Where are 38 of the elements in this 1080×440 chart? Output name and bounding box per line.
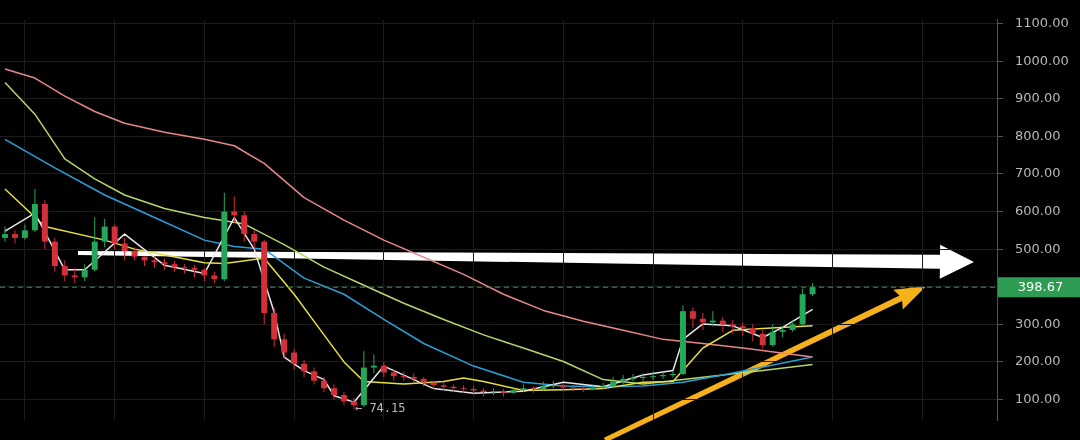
candlestick xyxy=(400,370,407,382)
candlestick xyxy=(370,353,377,374)
candlestick xyxy=(530,385,537,394)
y-tick-label: 1100.00 xyxy=(1015,14,1069,30)
y-tick-label: 100.00 xyxy=(1015,390,1061,406)
candlestick xyxy=(281,333,288,359)
y-tick-label: 700.00 xyxy=(1015,165,1061,181)
y-tick-label: 500.00 xyxy=(1015,240,1061,256)
candlestick xyxy=(121,237,128,261)
candlestick xyxy=(101,218,108,248)
candlestick xyxy=(650,370,657,381)
candlestick xyxy=(241,211,248,243)
candlestick xyxy=(111,224,118,250)
candlestick xyxy=(251,229,258,250)
y-tick-label: 200.00 xyxy=(1015,353,1061,369)
candlestick xyxy=(350,397,357,410)
candlestick xyxy=(181,263,188,275)
candlestick xyxy=(759,329,766,350)
y-tick-label: 300.00 xyxy=(1015,315,1061,331)
annotation: ← 74.15 xyxy=(354,401,406,416)
y-tick-label: 1000.00 xyxy=(1015,52,1069,68)
candlestick xyxy=(1,226,8,243)
y-tick-label: 600.00 xyxy=(1015,202,1061,218)
candlestick xyxy=(61,259,68,282)
candlestick xyxy=(331,383,337,401)
y-tick-label: 900.00 xyxy=(1015,90,1061,106)
ref-line-label: 398.67 xyxy=(1017,278,1064,294)
candlestick xyxy=(21,224,28,241)
candlestick xyxy=(301,359,308,378)
candlestick xyxy=(11,229,18,244)
y-tick-label: 800.00 xyxy=(1015,127,1061,143)
candlestick xyxy=(321,376,328,393)
candlestick xyxy=(769,323,776,348)
candlestick xyxy=(291,348,298,370)
candlestick xyxy=(640,372,647,382)
candlestick xyxy=(340,391,347,406)
candlestick xyxy=(739,321,746,337)
candlestick xyxy=(689,306,696,329)
